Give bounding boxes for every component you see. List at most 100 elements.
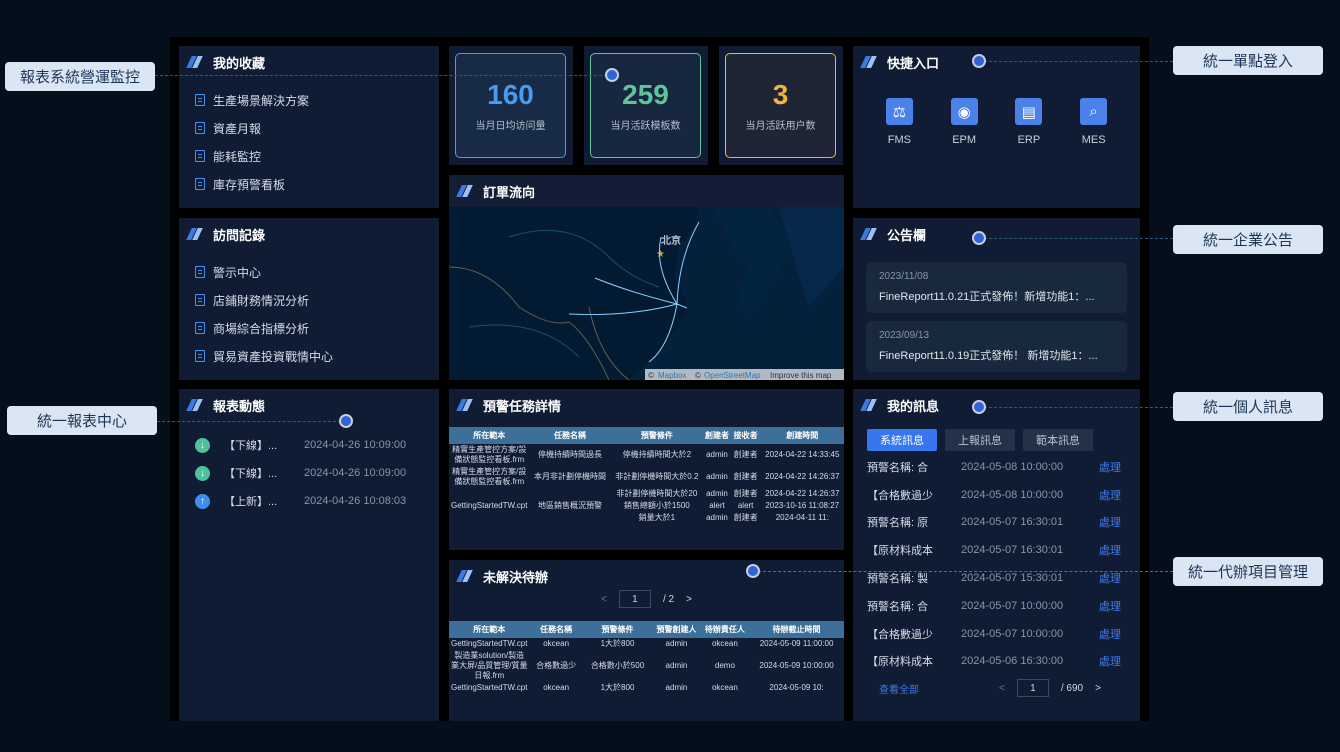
list-item[interactable]: 商場綜合指標分析 (179, 314, 439, 342)
quick-entry-erp[interactable]: ▤ ERP (1009, 98, 1049, 146)
panel-title: 報表動態 (213, 398, 266, 414)
annotation-label: 統一單點登入 (1173, 46, 1323, 75)
process-link[interactable]: 處理 (1099, 656, 1121, 669)
brand-logo-icon (860, 56, 877, 68)
list-item[interactable]: 警示中心 (179, 258, 439, 286)
annotation-dot (972, 231, 986, 245)
quick-entry-panel: 快捷入口 ⚖ FMS ◉ EPM ▤ ERP ⌕ MES (853, 46, 1140, 208)
list-item[interactable]: 能耗監控 (179, 142, 439, 170)
annotation-dot (972, 54, 986, 68)
tab-0[interactable]: 系統訊息 (867, 429, 937, 451)
item-label: 警示中心 (213, 265, 262, 280)
prev-page-button[interactable]: < (601, 593, 607, 605)
message-time: 2024-05-08 10:00:00 (961, 488, 1064, 501)
next-page-button[interactable]: > (686, 593, 692, 605)
message-title: 預警名稱: 原 (867, 517, 929, 530)
process-link[interactable]: 處理 (1099, 461, 1121, 474)
stat-value: 160 (487, 79, 534, 110)
list-item[interactable]: 貿易資產投資戰情中心 (179, 342, 439, 370)
view-all-link[interactable]: 查看全部 (879, 684, 919, 696)
message-time: 2024-05-07 16:30:01 (961, 544, 1064, 557)
table-cell: admin (706, 513, 728, 522)
table-cell: okcean (543, 683, 570, 692)
list-item[interactable]: 資產月報 (179, 114, 439, 142)
activity-label: 【下線】... (224, 440, 278, 452)
process-link[interactable]: 處理 (1099, 545, 1121, 558)
tab-1[interactable]: 上報訊息 (945, 429, 1015, 451)
message-title: 預警名稱: 合 (867, 600, 929, 613)
table-cell: 精實生產管控方案/設備狀態監控看板.frm (452, 467, 527, 486)
activity-label: 【上新】... (224, 496, 278, 508)
osm-link[interactable]: OpenStreetMap (704, 371, 761, 380)
quick-entry-fms[interactable]: ⚖ FMS (879, 98, 919, 146)
annotation-dot (605, 68, 619, 82)
table-row[interactable]: GettingStartedTW.cpt 地區銷售概況預警 銷售總額小於1500 al… (449, 500, 844, 512)
process-link[interactable]: 處理 (1099, 600, 1121, 613)
quick-entry-epm[interactable]: ◉ EPM (944, 98, 984, 146)
list-item[interactable]: 生產場景解決方案 (179, 86, 439, 114)
quick-entry-label: ERP (1017, 134, 1041, 146)
table-row[interactable]: 精實生產管控方案/設備狀態監控看板.frm 本月非計劃停機時間 非計劃停機時間大於0… (449, 466, 844, 488)
item-label: 貿易資產投資戰情中心 (213, 349, 334, 364)
process-link[interactable]: 處理 (1099, 489, 1121, 502)
scale-icon: ⚖ (885, 98, 913, 125)
stat-label: 当月活跃用户数 (745, 121, 816, 132)
table-cell: okcean (711, 683, 738, 692)
document-icon (195, 122, 205, 134)
table-cell: 2024-04-22 14:26:37 (765, 472, 840, 481)
table-row[interactable]: 銷量大於1 admin 創建者 2024-04-11 11: (449, 512, 844, 524)
tab-2[interactable]: 範本訊息 (1023, 429, 1093, 451)
stat-value: 3 (772, 79, 789, 110)
table-cell: demo (714, 661, 735, 670)
document-icon (195, 294, 205, 306)
page-input[interactable]: 1 (618, 590, 651, 608)
table-row[interactable]: GettingStartedTW.cpt okcean 1大於800 admin okc… (449, 638, 844, 650)
quick-entry-label: EPM (952, 134, 977, 146)
message-title: 【原材料成本 (867, 656, 933, 669)
table-cell: 創建者 (733, 472, 758, 481)
brand-logo-icon (456, 185, 473, 197)
table-row[interactable]: 製造業solution/製造業大屏/品質管理/質量日報.frm 合格數過少 合格數小… (449, 650, 844, 682)
table-cell: 1大於800 (600, 639, 635, 648)
activity-item[interactable]: ↓ 【下線】... 2024-04-26 10:09:00 (179, 431, 439, 459)
notice-card[interactable]: 2023/11/08 FineReport11.0.21正式發佈！新增功能1：..… (866, 262, 1127, 313)
table-cell: alert (709, 501, 725, 510)
quick-entry-mes[interactable]: ⌕ MES (1074, 98, 1114, 146)
chart-search-icon: ⌕ (1080, 98, 1108, 125)
next-page-button[interactable]: > (1095, 682, 1101, 694)
prev-page-button[interactable]: < (999, 682, 1005, 694)
list-item[interactable]: 店鋪財務情況分析 (179, 286, 439, 314)
table-cell: 合格數過少 (536, 661, 577, 670)
column-header: 待辦責任人 (700, 621, 750, 638)
page-input[interactable]: 1 (1016, 679, 1049, 698)
quick-entry-label: MES (1081, 134, 1106, 146)
panel-title: 我的收藏 (213, 55, 266, 71)
column-header: 任務名稱 (529, 621, 583, 638)
message-item: 【合格數過少 2024-05-08 10:00:00 處理 (853, 481, 1140, 509)
table-cell: 2024-05-09 10: (769, 683, 824, 692)
table-cell: 2024-05-09 10:00:00 (759, 661, 834, 670)
table-cell (529, 512, 610, 524)
list-item[interactable]: 庫存預警看板 (179, 170, 439, 198)
activity-item[interactable]: ↑ 【上新】... 2024-04-26 10:08:03 (179, 487, 439, 515)
table-row[interactable]: GettingStartedTW.cpt okcean 1大於800 admin okc… (449, 682, 844, 694)
notice-card[interactable]: 2023/09/13 FineReport11.0.19正式發佈！ 新增功能1：.… (866, 321, 1127, 372)
column-header: 待辦截止時間 (749, 621, 844, 638)
table-cell: 停機持續時間過長 (537, 450, 602, 459)
improve-map-link[interactable]: Improve this map (770, 371, 832, 380)
item-label: 商場綜合指標分析 (213, 321, 310, 336)
table-row[interactable]: 精實生產管控方案/設備狀態監控看板.frm 停機持續時間過長 停機持續時間大於2 ad… (449, 444, 844, 466)
process-link[interactable]: 處理 (1099, 517, 1121, 530)
order-flow-map[interactable]: 北京 ★ © Mapbox © OpenStreetMap Improve th… (449, 207, 844, 380)
table-cell: admin (706, 489, 728, 498)
panel-title: 預警任務詳情 (483, 398, 562, 414)
notices-panel: 公告欄 2023/11/08 FineReport11.0.21正式發佈！新增功能… (853, 218, 1140, 380)
mapbox-link[interactable]: Mapbox (658, 371, 686, 380)
activity-item[interactable]: ↓ 【下線】... 2024-04-26 10:09:00 (179, 459, 439, 487)
column-header: 創建者 (703, 427, 731, 444)
column-header: 任務名稱 (529, 427, 611, 444)
document-icon: ▤ (1015, 98, 1043, 125)
table-row[interactable]: 非計劃停機時間大於20 admin 創建者 2024-04-22 14:26:37 (449, 488, 844, 500)
process-link[interactable]: 處理 (1099, 573, 1121, 586)
process-link[interactable]: 處理 (1099, 628, 1121, 641)
